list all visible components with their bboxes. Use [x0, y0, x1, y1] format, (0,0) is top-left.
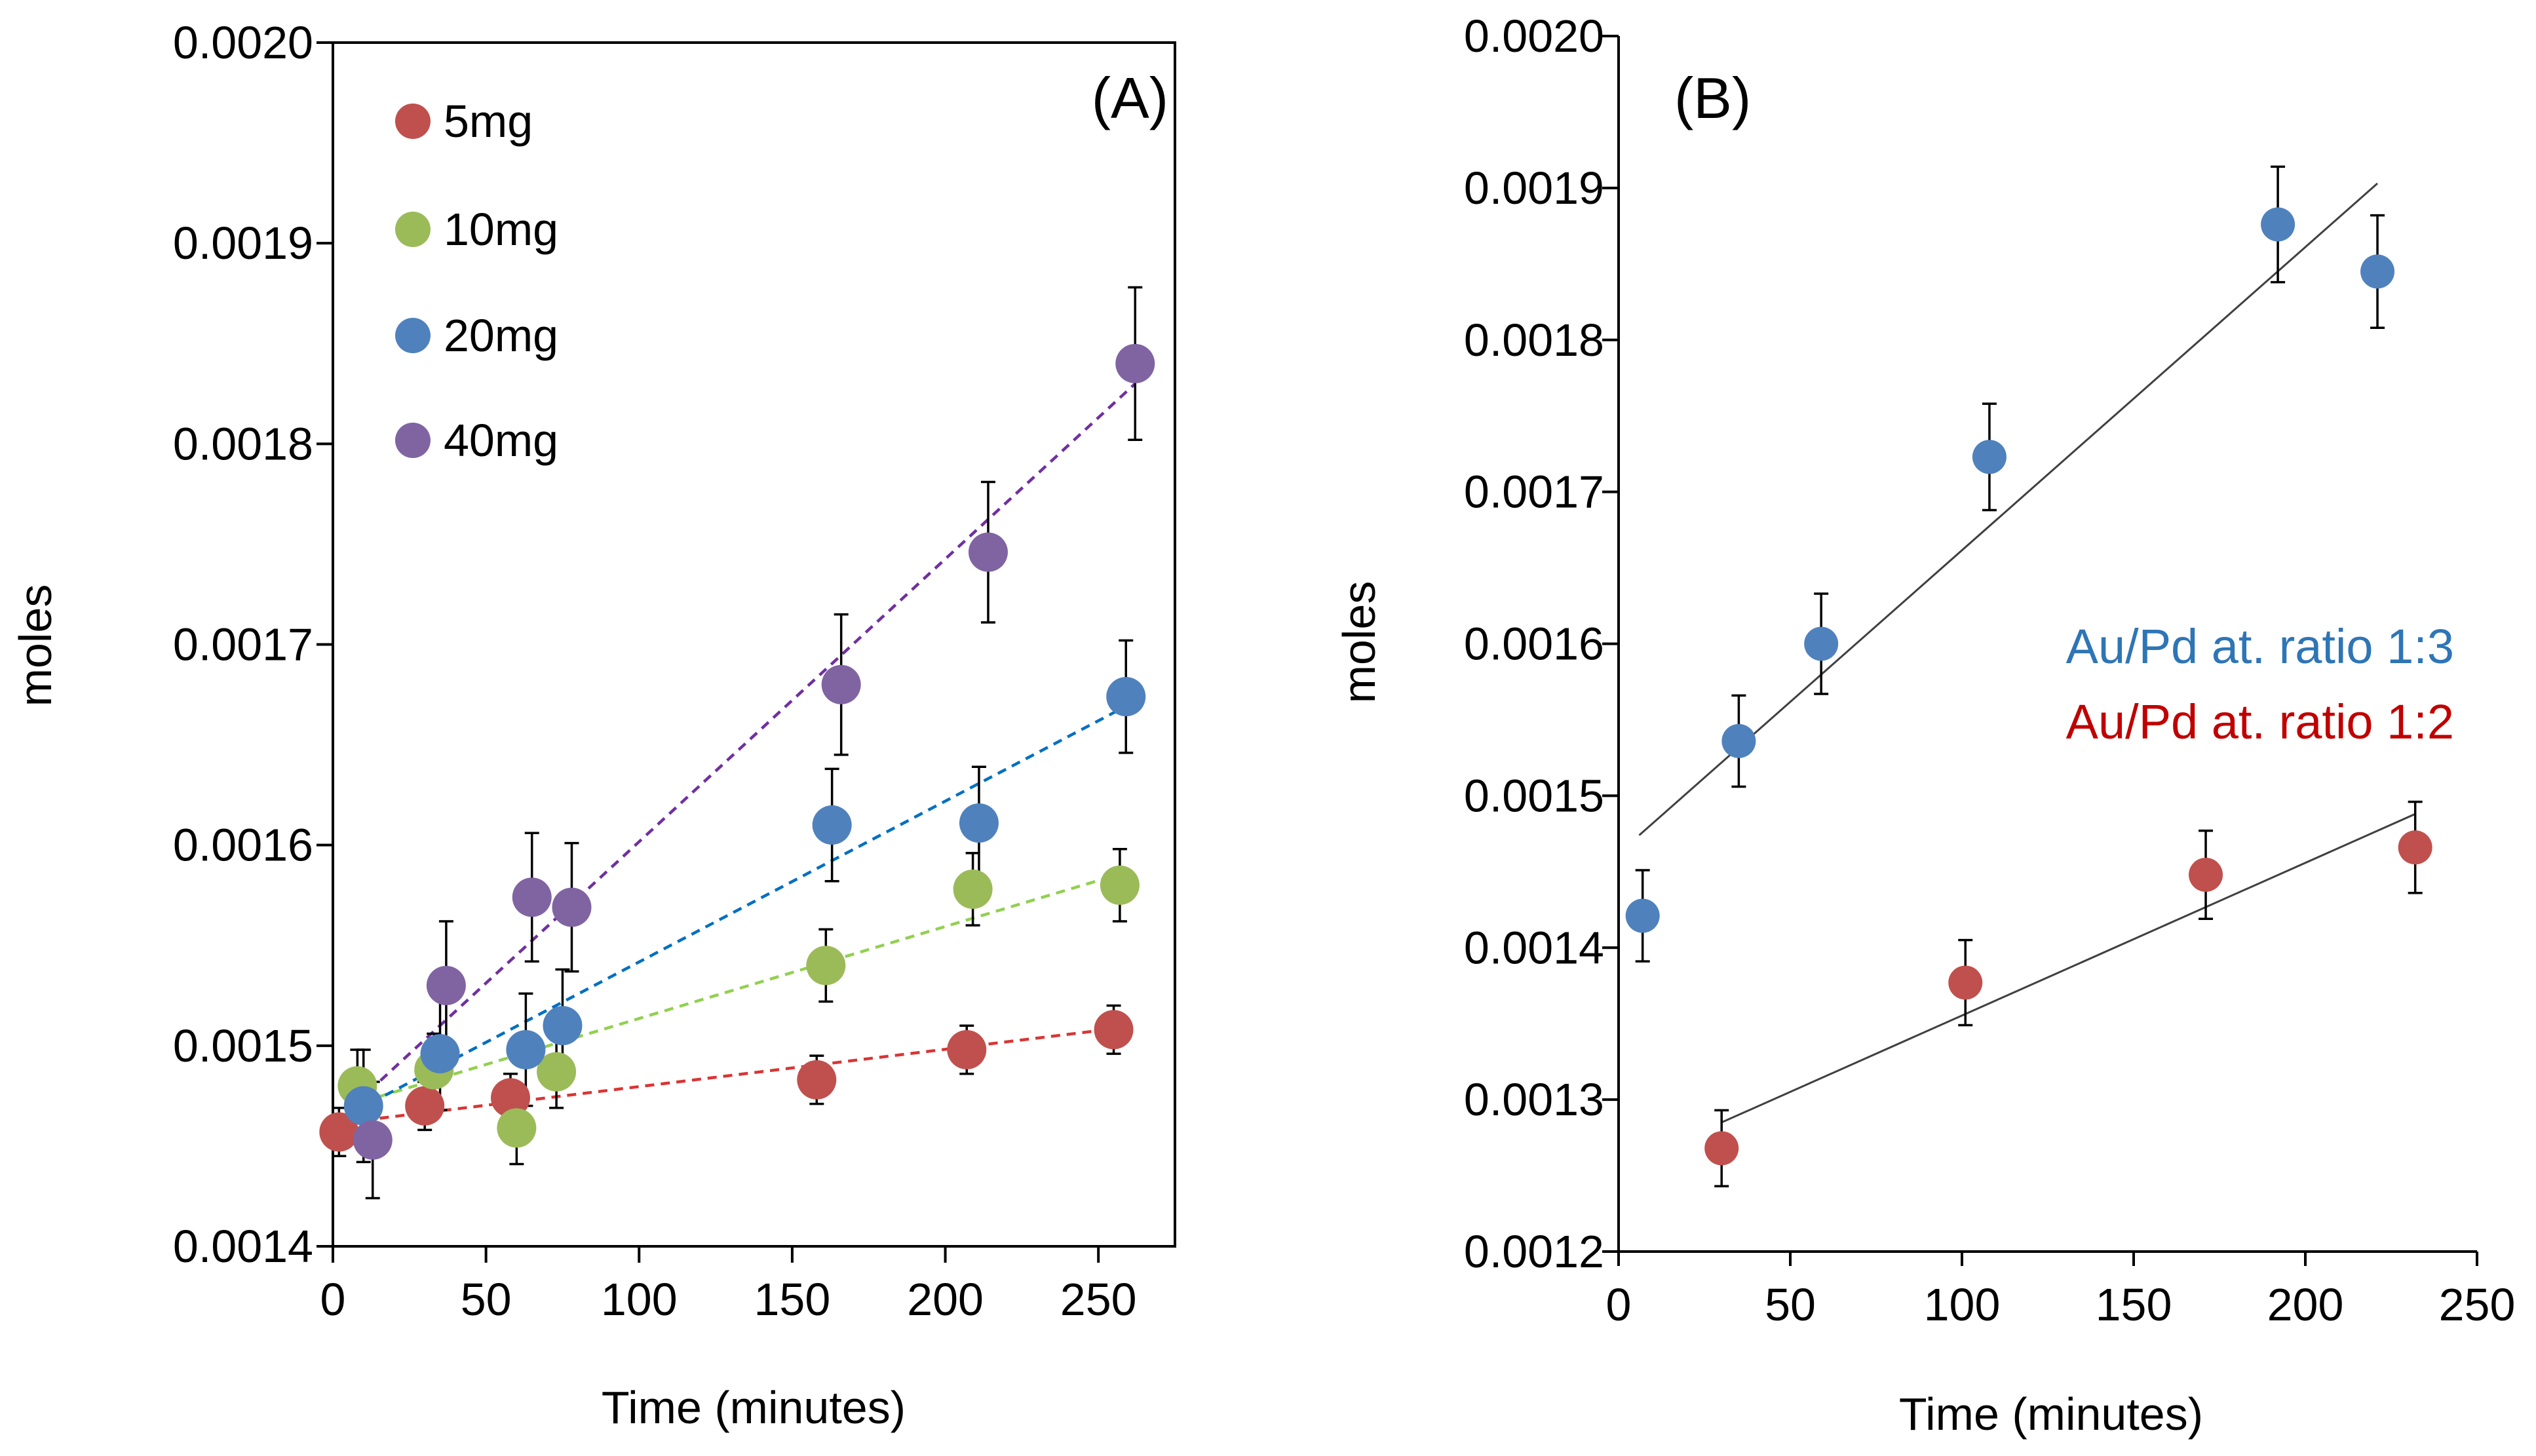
trendline-a-5mg	[332, 1026, 1123, 1126]
data-point-a-40mg-6	[1115, 343, 1155, 383]
y-tick-label-a-6: 0.0020	[173, 17, 313, 68]
trendline-b-au-pd-at-ratio-1-3	[1638, 182, 2379, 836]
data-point-b-au-pd-at-ratio-1-2-3	[2398, 830, 2432, 865]
axis-ticks-a: 0.0014 0.0015 0.0016 0.0017 0.0018 0.0019 0.00…	[173, 17, 1137, 1325]
x-tick-label-b-1: 50	[1765, 1279, 1816, 1330]
x-tick-label-a-3: 150	[754, 1274, 831, 1325]
y-tick-label-a-1: 0.0015	[173, 1020, 313, 1071]
data-point-a-20mg-2	[506, 1029, 546, 1069]
trendline-a-10mg	[347, 872, 1124, 1107]
chart-panel-b: 0.0012 0.0013 0.0014 0.0015 0.0016 0.0017 0.00…	[1334, 10, 2515, 1440]
chart-panel-a: 0.0014 0.0015 0.0016 0.0017 0.0018 0.0019 0.00…	[10, 17, 1176, 1433]
data-point-a-20mg-1	[420, 1034, 460, 1074]
trendlines-a	[332, 382, 1136, 1126]
x-tick-label-b-5: 250	[2439, 1279, 2516, 1330]
y-tick-label-a-3: 0.0017	[173, 619, 313, 670]
y-tick-label-b-5: 0.0017	[1464, 467, 1604, 518]
data-point-b-au-pd-at-ratio-1-3-0	[1625, 898, 1660, 933]
panel-label-a: (A)	[1092, 66, 1168, 130]
legend-label-40mg: 40mg	[444, 415, 558, 466]
data-points-b	[1625, 207, 2432, 1166]
data-point-a-5mg-4	[947, 1029, 987, 1069]
data-point-a-20mg-4	[812, 805, 852, 845]
data-point-b-au-pd-at-ratio-1-3-5	[2360, 254, 2395, 289]
data-point-b-au-pd-at-ratio-1-3-4	[2261, 207, 2296, 242]
data-point-a-5mg-5	[1094, 1010, 1134, 1050]
data-point-a-20mg-5	[959, 803, 999, 843]
x-axis-label-b: Time (minutes)	[1899, 1389, 2203, 1440]
data-point-a-40mg-1	[426, 965, 466, 1005]
data-point-a-10mg-2	[497, 1108, 537, 1148]
data-points-a	[319, 343, 1155, 1160]
data-point-a-5mg-2	[491, 1078, 531, 1118]
y-axis-label-b: moles	[1334, 581, 1385, 704]
data-point-a-40mg-3	[552, 887, 592, 927]
data-point-a-10mg-6	[1100, 865, 1140, 905]
data-point-a-10mg-3	[537, 1052, 577, 1092]
trendline-b-au-pd-at-ratio-1-2	[1721, 813, 2416, 1124]
x-tick-label-a-4: 200	[907, 1274, 984, 1325]
data-point-b-au-pd-at-ratio-1-3-1	[1721, 723, 1756, 758]
series-label-ratio-1-3: Au/Pd at. ratio 1:3	[2066, 619, 2454, 674]
data-point-a-40mg-4	[821, 664, 861, 704]
data-point-a-10mg-4	[806, 946, 846, 986]
x-tick-label-b-2: 100	[1924, 1279, 2001, 1330]
x-tick-label-b-3: 150	[2096, 1279, 2172, 1330]
data-point-a-20mg-0	[343, 1086, 383, 1126]
data-point-b-au-pd-at-ratio-1-3-3	[1972, 440, 2007, 474]
data-point-b-au-pd-at-ratio-1-2-2	[2189, 857, 2223, 892]
x-tick-label-a-1: 50	[461, 1274, 512, 1325]
x-tick-label-b-0: 0	[1606, 1279, 1632, 1330]
y-tick-label-b-6: 0.0018	[1464, 315, 1604, 366]
trendline-a-40mg	[356, 382, 1136, 1103]
trendlines-b	[1638, 182, 2416, 1124]
legend-marker-20mg	[395, 318, 431, 353]
legend-marker-10mg	[395, 212, 431, 247]
data-point-a-20mg-6	[1106, 677, 1146, 717]
y-tick-label-b-0: 0.0012	[1464, 1226, 1604, 1277]
y-tick-label-b-1: 0.0013	[1464, 1074, 1604, 1125]
y-tick-label-b-8: 0.0020	[1464, 10, 1604, 62]
y-tick-label-b-3: 0.0015	[1464, 770, 1604, 821]
x-tick-label-b-4: 200	[2267, 1279, 2344, 1330]
data-point-a-40mg-0	[353, 1120, 393, 1160]
data-point-b-au-pd-at-ratio-1-2-0	[1704, 1131, 1739, 1166]
y-tick-label-a-4: 0.0018	[173, 418, 313, 469]
y-tick-label-b-7: 0.0019	[1464, 163, 1604, 214]
y-axis-label-a: moles	[10, 584, 61, 707]
legend-label-20mg: 20mg	[444, 310, 558, 361]
data-point-b-au-pd-at-ratio-1-2-1	[1948, 965, 1983, 1000]
y-tick-label-a-2: 0.0016	[173, 820, 313, 871]
panel-label-b: (B)	[1674, 66, 1751, 130]
legend-marker-40mg	[395, 423, 431, 458]
axis-ticks-b: 0.0012 0.0013 0.0014 0.0015 0.0016 0.0017 0.00…	[1464, 10, 2516, 1330]
legend-label-5mg: 5mg	[444, 96, 533, 147]
x-tick-label-a-5: 250	[1060, 1274, 1137, 1325]
y-tick-label-a-5: 0.0019	[173, 218, 313, 269]
data-point-a-40mg-2	[512, 877, 552, 917]
series-label-ratio-1-2: Au/Pd at. ratio 1:2	[2066, 695, 2454, 749]
y-tick-label-b-2: 0.0014	[1464, 922, 1604, 973]
data-point-a-20mg-3	[543, 1006, 583, 1046]
legend-marker-5mg	[395, 104, 431, 139]
data-point-a-5mg-0	[319, 1112, 359, 1152]
y-tick-label-b-4: 0.0016	[1464, 619, 1604, 670]
data-point-a-5mg-3	[797, 1060, 837, 1100]
y-tick-label-a-0: 0.0014	[173, 1221, 313, 1272]
data-point-a-10mg-5	[953, 870, 993, 910]
data-point-a-40mg-5	[968, 532, 1008, 572]
x-tick-label-a-2: 100	[601, 1274, 678, 1325]
legend-label-10mg: 10mg	[444, 204, 558, 255]
x-tick-label-a-0: 0	[320, 1274, 346, 1325]
data-point-a-5mg-1	[405, 1086, 445, 1126]
data-point-b-au-pd-at-ratio-1-3-2	[1804, 626, 1839, 661]
x-axis-label-a: Time (minutes)	[602, 1382, 906, 1433]
trendline-a-20mg	[356, 703, 1130, 1111]
legend-a: 5mg 10mg 20mg 40mg	[395, 96, 558, 466]
